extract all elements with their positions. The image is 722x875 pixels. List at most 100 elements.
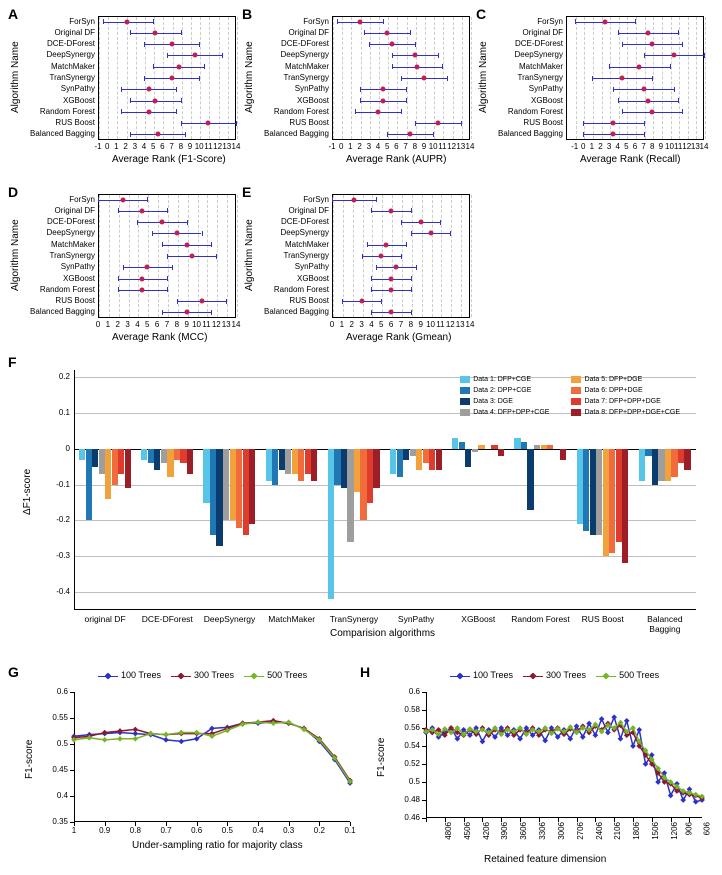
bar [174,449,180,460]
bar [292,449,298,474]
ytick-label: RUS Boost [29,296,95,305]
mean-marker [389,310,394,315]
legend-label: Data 8: DFP+DPP+DGE+CGE [584,407,680,418]
panel-F: F0.20.10-0.1-0.2-0.3-0.4original DFDCE-D… [28,360,704,650]
mean-marker [389,287,394,292]
gridline [227,195,228,317]
ytick-label: ForSyn [497,17,563,26]
mean-marker [428,231,433,236]
error-cap [406,242,407,247]
legend-item: Data 5: DFP+DGE [571,374,680,385]
series-marker [255,719,261,725]
legend-swatch [523,672,543,680]
xtick-label: 7 [403,142,407,151]
xtick-label: DeepSynergy [204,614,256,624]
error-cap [153,64,154,69]
series-marker [179,739,185,745]
bar [429,449,435,470]
error-cap [674,87,675,92]
legend-item: 300 Trees [171,670,234,681]
bar [341,449,347,488]
bar [390,449,396,474]
series-marker [599,716,605,722]
xtick-label: 13 [456,142,465,151]
bar [498,449,504,456]
xtick-label: 1 [340,320,344,329]
ytick-label: MatchMaker [29,62,95,71]
xtick-label: 11 [204,142,212,151]
y-axis-title: Algorithm Name [10,41,21,113]
xtick-label: 10 [195,142,204,151]
error-cap [401,109,402,114]
x-axis-title: Average Rank (F1-Score) [112,154,226,165]
series-marker [163,737,169,743]
series-marker [624,718,630,724]
ytick-label: Balanced Bagging [263,129,329,138]
bar [236,449,242,528]
bar [472,449,478,453]
ytick-label: -0.1 [56,480,70,489]
gridline [432,195,433,317]
legend-item: 500 Trees [596,670,659,681]
ytick-label: Balanced Bagging [263,307,329,316]
bar [671,449,677,478]
error-cap [130,132,131,137]
bar [541,445,547,449]
ytick-label: XGBoost [29,96,95,105]
xtick-label: 1 [114,142,118,151]
xtick-label: 5 [379,320,383,329]
error-cap [147,197,148,202]
error-cap [371,287,372,292]
ytick-label: TranSynergy [29,73,95,82]
ytick-label: TranSynergy [263,73,329,82]
ytick-label: ForSyn [263,195,329,204]
error-cap [360,98,361,103]
error-cap [411,287,412,292]
ytick-label: XGBoost [29,274,95,283]
error-cap [181,121,182,126]
error-cap [401,76,402,81]
error-cap [236,121,237,126]
error-cap [162,310,163,315]
legend-label: Data 3: DGE [473,396,513,407]
panel-B: B-101234567891011121314ForSynOriginal DF… [262,10,474,170]
xtick-label: 11 [438,142,446,151]
legend-item: Data 8: DFP+DPP+DGE+CGE [571,407,680,418]
xtick-label: 12 [212,320,221,329]
y-axis-title: Algorithm Name [478,41,489,113]
mean-marker [389,276,394,281]
error-cap [167,287,168,292]
bar [397,449,403,478]
mean-marker [140,276,145,281]
legend-col: Data 5: DFP+DGEData 6: DPP+DGEData 7: DF… [571,374,680,418]
panel-label: B [242,6,252,22]
gridline [138,195,139,317]
legend-item: Data 6: DPP+DGE [571,385,680,396]
panel-label: A [8,6,18,22]
xtick-label: 3 [125,320,129,329]
mean-marker [189,254,194,259]
mean-marker [379,254,384,259]
mean-marker [169,42,174,47]
legend-col: Data 1: DFP+CGEData 2: DPP+CGEData 3: DG… [460,374,549,418]
legend-label: Data 7: DFP+DPP+DGE [584,396,660,407]
error-cap [167,53,168,58]
error-cap [411,276,412,281]
mean-marker [125,19,130,24]
error-cap [167,276,168,281]
panel-D: D01234567891011121314ForSynOriginal DFDC… [28,188,240,348]
legend-item: 100 Trees [98,670,161,681]
bar [534,445,540,449]
bar [272,449,278,485]
xtick-label: 3 [133,142,137,151]
series-marker [630,743,636,749]
bar [105,449,111,499]
legend-label: Data 2: DPP+CGE [473,385,531,396]
legend-item: Data 2: DPP+CGE [460,385,549,396]
gridline [453,17,454,139]
series-marker [117,736,123,742]
panel-label: F [8,354,17,370]
error-cap [130,30,131,35]
gridline [353,195,354,317]
gridline [109,195,110,317]
